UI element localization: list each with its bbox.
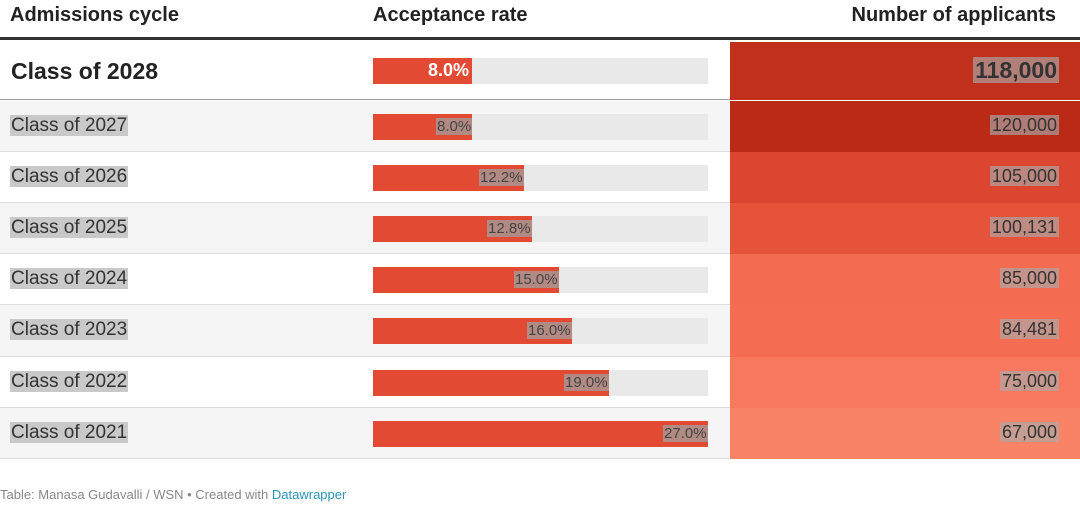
table-row[interactable]: Class of 2023 16.0% 84,481 [0,305,1080,357]
rate-track: 8.0% [373,114,708,140]
applicants-value: 105,000 [989,166,1059,187]
rate-bar [373,58,472,84]
rate-text: 8.0% [436,118,473,135]
applicants-cell: 100,131 [730,203,1080,254]
rate-label: 12.8% [487,220,532,237]
applicants-cell: 75,000 [730,357,1080,408]
rate-bar [373,421,708,447]
applicants-text: 75,000 [999,371,1059,391]
cycle-label: Class of 2025 [10,217,129,239]
cycle-text: Class of 2021 [10,422,129,443]
applicants-text: 100,131 [989,217,1059,237]
applicants-cell: 105,000 [730,152,1080,203]
applicants-text: 67,000 [999,422,1059,442]
row-divider [0,99,730,100]
table-row[interactable]: Class of 2024 15.0% 85,000 [0,254,1080,305]
rate-track: 16.0% [373,318,708,344]
cycle-text: Class of 2023 [10,319,129,340]
rate-track: 12.8% [373,216,708,242]
cycle-label: Class of 2022 [10,371,129,393]
table-row[interactable]: Class of 2021 27.0% 67,000 [0,408,1080,459]
rate-text: 8.0% [428,60,470,80]
applicants-value: 84,481 [999,319,1059,340]
applicants-value: 118,000 [973,57,1059,84]
rate-track: 8.0% [373,58,708,84]
rate-text: 12.8% [487,220,532,237]
rate-track: 12.2% [373,165,708,191]
applicants-text: 105,000 [989,166,1059,186]
rate-label: 8.0% [436,118,473,135]
table-row[interactable]: Class of 2022 19.0% 75,000 [0,357,1080,408]
applicants-value: 85,000 [999,268,1059,289]
applicants-value: 100,131 [989,217,1059,238]
row-divider [0,304,730,305]
cycle-text: Class of 2028 [11,58,159,84]
table-footer: Table: Manasa Gudavalli / WSN • Created … [0,487,346,502]
row-divider [0,151,730,152]
row-divider [0,253,730,254]
applicants-cell: 118,000 [730,42,1080,100]
cycle-label: Class of 2028 [10,58,159,85]
applicants-value: 120,000 [989,115,1059,136]
table-row[interactable]: Class of 2025 12.8% 100,131 [0,203,1080,254]
rate-text: 19.0% [564,374,609,391]
cycle-label: Class of 2023 [10,319,129,341]
datawrapper-link[interactable]: Datawrapper [271,487,347,502]
footer-credit: Table: Manasa Gudavalli / WSN • Created … [0,487,272,502]
applicants-value: 75,000 [999,371,1059,392]
rate-track: 19.0% [373,370,708,396]
row-divider [0,356,730,357]
rate-label: 8.0% [427,60,470,81]
applicants-cell: 84,481 [730,305,1080,357]
applicants-cell: 67,000 [730,408,1080,459]
applicants-text: 118,000 [973,57,1059,83]
applicants-text: 84,481 [999,319,1059,339]
row-divider [0,407,730,408]
cycle-text: Class of 2025 [10,217,129,238]
table-row[interactable]: Class of 2027 8.0% 120,000 [0,101,1080,152]
cycle-text: Class of 2022 [10,371,129,392]
rate-label: 12.2% [479,169,524,186]
row-divider [0,202,730,203]
cycle-text: Class of 2027 [10,115,129,136]
header-number-of-applicants[interactable]: Number of applicants [851,4,1056,26]
rate-text: 16.0% [527,322,572,339]
cycle-text: Class of 2026 [10,166,129,187]
cycle-text: Class of 2024 [10,268,129,289]
row-divider [0,458,730,459]
table-row[interactable]: Class of 2026 12.2% 105,000 [0,152,1080,203]
table-header: Admissions cycle Acceptance rate Number … [0,0,1080,40]
rate-text: 12.2% [479,169,524,186]
table-row[interactable]: Class of 2028 8.0% 118,000 [0,42,1080,100]
rate-track: 27.0% [373,421,708,447]
rate-track: 15.0% [373,267,708,293]
header-acceptance-rate[interactable]: Acceptance rate [373,4,528,26]
cycle-label: Class of 2021 [10,422,129,444]
cycle-label: Class of 2024 [10,268,129,290]
applicants-cell: 85,000 [730,254,1080,305]
cycle-label: Class of 2027 [10,115,129,137]
header-admissions-cycle[interactable]: Admissions cycle [10,4,179,26]
applicants-cell: 120,000 [730,101,1080,152]
applicants-text: 85,000 [999,268,1059,288]
rate-label: 19.0% [564,374,609,391]
rate-label: 16.0% [527,322,572,339]
rate-text: 27.0% [663,425,708,442]
applicants-text: 120,000 [989,115,1059,135]
rate-text: 15.0% [514,271,559,288]
rate-label: 15.0% [514,271,559,288]
cycle-label: Class of 2026 [10,166,129,188]
rate-label: 27.0% [663,425,708,442]
applicants-value: 67,000 [999,422,1059,443]
